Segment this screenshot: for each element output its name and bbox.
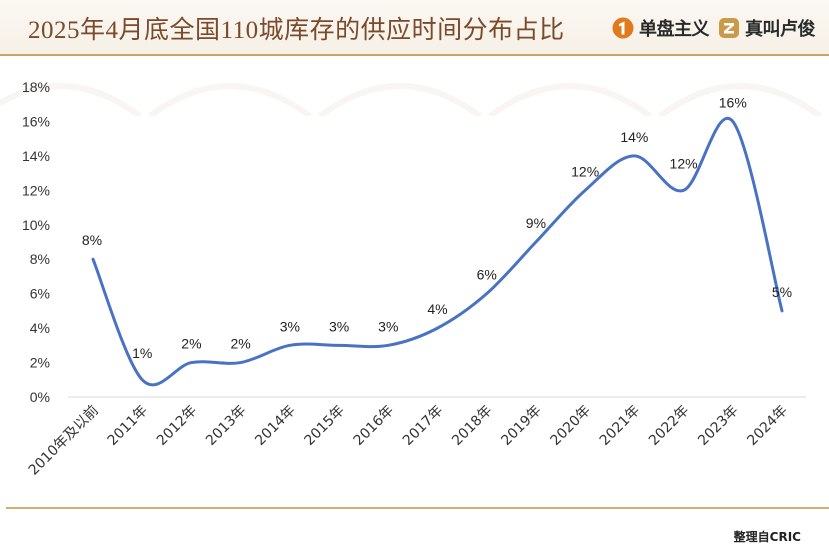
y-tick-label: 4% bbox=[30, 320, 50, 336]
x-tick-label: 2020年 bbox=[548, 403, 594, 449]
data-label: 2% bbox=[181, 336, 201, 352]
footer-divider bbox=[6, 507, 829, 509]
x-axis: 2010年及以前 2011年 2012年 2013年 2014年 2015年 2016年 20… bbox=[25, 396, 806, 479]
y-tick-label: 10% bbox=[22, 217, 50, 233]
brand-logo-lujun: 真叫卢俊 bbox=[718, 14, 816, 42]
data-label: 1% bbox=[132, 345, 152, 361]
y-tick-label: 18% bbox=[22, 79, 50, 95]
x-tick-label: 2022年 bbox=[646, 403, 692, 449]
x-tick-label: 2011年 bbox=[105, 403, 151, 449]
header-divider bbox=[0, 54, 829, 56]
data-label: 8% bbox=[82, 232, 102, 248]
x-tick-label: 2018年 bbox=[449, 403, 495, 449]
data-label: 6% bbox=[477, 267, 497, 283]
y-tick-label: 6% bbox=[30, 286, 50, 302]
brand-one-icon bbox=[612, 17, 634, 39]
y-tick-label: 12% bbox=[22, 182, 50, 198]
source-note: 整理自CRIC bbox=[733, 530, 801, 544]
data-label: 3% bbox=[329, 318, 349, 334]
data-label: 4% bbox=[427, 301, 447, 317]
data-label: 16% bbox=[719, 94, 747, 110]
x-tick-label: 2024年 bbox=[744, 403, 790, 449]
data-label: 12% bbox=[571, 163, 599, 179]
data-labels: 8% 1% 2% 2% 3% 3% 3% 4% 6% 9% 12% 14% 12% 16% 5% bbox=[82, 94, 792, 360]
x-tick-label: 2010年及以前 bbox=[25, 402, 102, 479]
data-label: 3% bbox=[280, 318, 300, 334]
decorative-pattern bbox=[0, 83, 822, 116]
x-tick-label: 2012年 bbox=[154, 403, 200, 449]
brand-logo-danpan: 单盘主义 bbox=[612, 14, 710, 42]
x-tick-label: 2021年 bbox=[597, 403, 643, 449]
page-title: 2025年4月底全国110城库存的供应时间分布占比 bbox=[28, 17, 565, 44]
y-tick-label: 14% bbox=[22, 148, 50, 164]
series-line bbox=[91, 116, 784, 387]
data-label: 5% bbox=[772, 284, 792, 300]
brand-z-icon bbox=[719, 18, 739, 38]
y-tick-label: 2% bbox=[30, 355, 50, 371]
x-tick-label: 2013年 bbox=[203, 403, 249, 449]
y-tick-label: 0% bbox=[30, 389, 50, 405]
data-label: 14% bbox=[620, 129, 648, 145]
x-tick-label: 2019年 bbox=[498, 403, 544, 449]
x-tick-label: 2015年 bbox=[301, 403, 347, 449]
x-tick-label: 2014年 bbox=[252, 403, 298, 449]
y-tick-label: 16% bbox=[22, 113, 50, 129]
data-label: 2% bbox=[231, 336, 251, 352]
y-axis: 0% 2% 4% 6% 8% 10% 12% 14% 16% 18% bbox=[22, 79, 50, 405]
header: 2025年4月底全国110城库存的供应时间分布占比 单盘主义 真叫卢俊 bbox=[0, 0, 829, 56]
x-tick-label: 2023年 bbox=[695, 403, 741, 449]
x-tick-label: 2017年 bbox=[400, 403, 446, 449]
brand-label: 单盘主义 bbox=[639, 19, 710, 40]
series-group bbox=[91, 116, 784, 387]
data-label: 9% bbox=[526, 215, 546, 231]
data-label: 3% bbox=[378, 318, 398, 334]
brand-label: 真叫卢俊 bbox=[745, 19, 816, 40]
y-tick-label: 8% bbox=[30, 251, 50, 267]
x-tick-label: 2016年 bbox=[351, 403, 397, 449]
data-label: 12% bbox=[670, 155, 698, 171]
